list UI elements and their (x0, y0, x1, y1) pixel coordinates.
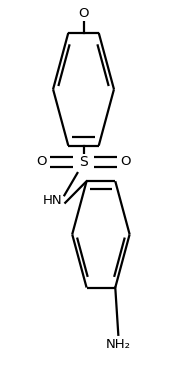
Text: O: O (120, 155, 130, 168)
Text: O: O (37, 155, 47, 168)
Text: HN: HN (42, 195, 62, 207)
Text: O: O (78, 7, 89, 19)
Text: NH₂: NH₂ (106, 338, 131, 350)
Text: S: S (79, 155, 88, 169)
